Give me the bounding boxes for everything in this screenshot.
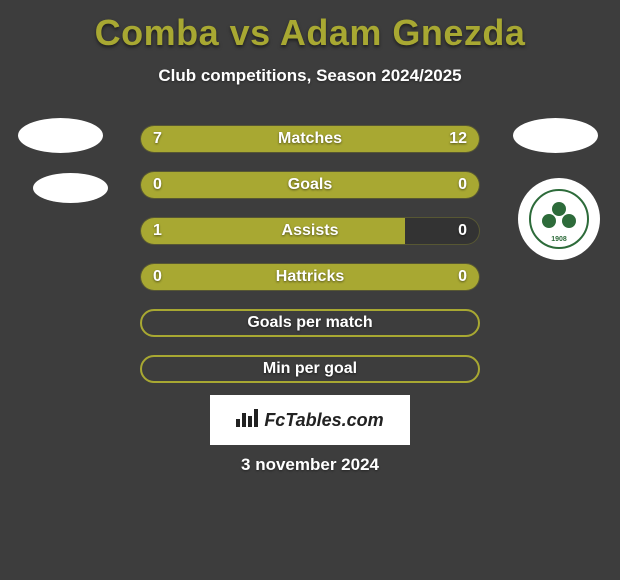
- player-left-badge: [18, 118, 108, 203]
- stat-label: Matches: [278, 130, 342, 148]
- ellipse-shape: [18, 118, 103, 153]
- stat-right-value: 0: [458, 268, 467, 286]
- stat-left-value: 0: [153, 176, 162, 194]
- shamrock-icon: [544, 204, 574, 234]
- branding-text: FcTables.com: [264, 410, 383, 431]
- stat-right-value: 0: [458, 176, 467, 194]
- player-right-badge: [513, 118, 598, 153]
- page-title: Comba vs Adam Gnezda: [0, 0, 620, 54]
- stat-right-value: 0: [458, 222, 467, 240]
- stat-row-matches: 7 Matches 12: [140, 125, 480, 153]
- stat-fill-right: [310, 172, 479, 198]
- stat-left-value: 0: [153, 268, 162, 286]
- stat-row-min-per-goal: Min per goal: [140, 355, 480, 383]
- stat-row-hattricks: 0 Hattricks 0: [140, 263, 480, 291]
- date-footer: 3 november 2024: [241, 455, 379, 475]
- stat-row-goals-per-match: Goals per match: [140, 309, 480, 337]
- stat-label: Min per goal: [263, 360, 357, 378]
- chart-icon: [236, 409, 258, 432]
- stat-label: Goals: [288, 176, 332, 194]
- club-logo: 1908: [518, 178, 600, 260]
- subtitle: Club competitions, Season 2024/2025: [0, 66, 620, 86]
- stats-container: 7 Matches 12 0 Goals 0 1 Assists 0 0 Hat…: [140, 125, 480, 401]
- stat-fill-left: [141, 172, 310, 198]
- stat-label: Hattricks: [276, 268, 344, 286]
- ellipse-shape: [513, 118, 598, 153]
- club-year: 1908: [551, 236, 567, 243]
- branding-box: FcTables.com: [210, 395, 410, 445]
- stat-row-goals: 0 Goals 0: [140, 171, 480, 199]
- stat-left-value: 1: [153, 222, 162, 240]
- stat-fill-left: [141, 218, 405, 244]
- ellipse-shape: [33, 173, 108, 203]
- stat-left-value: 7: [153, 130, 162, 148]
- stat-right-value: 12: [449, 130, 467, 148]
- stat-label: Goals per match: [247, 314, 372, 332]
- stat-label: Assists: [282, 222, 339, 240]
- stat-row-assists: 1 Assists 0: [140, 217, 480, 245]
